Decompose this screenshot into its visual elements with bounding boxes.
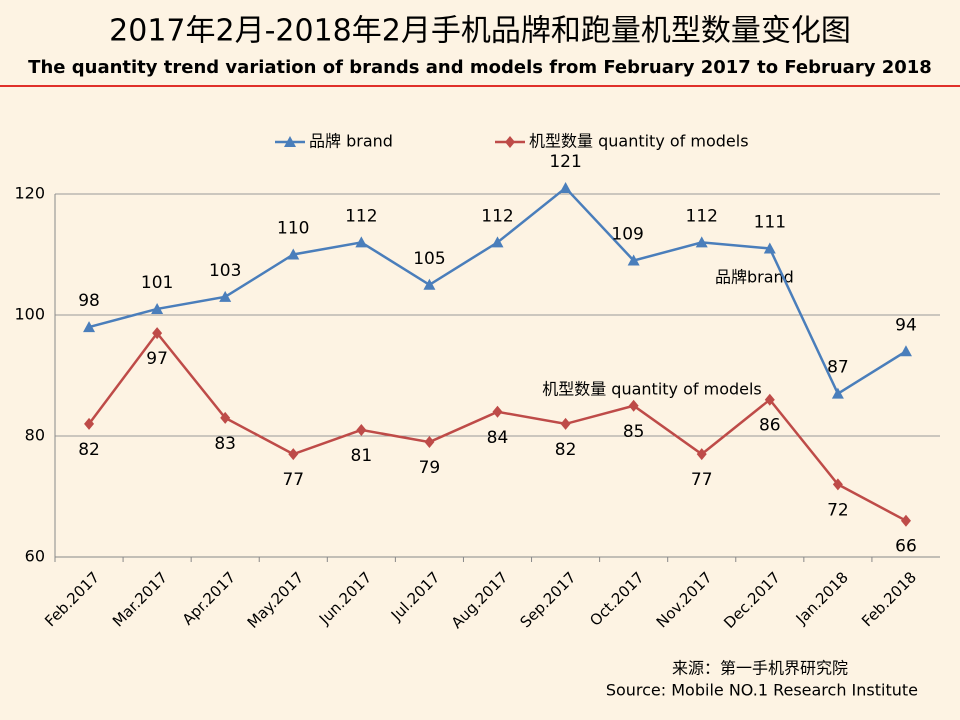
point <box>152 327 163 340</box>
point <box>220 411 231 424</box>
data-label: 83 <box>214 434 236 454</box>
point <box>900 514 911 527</box>
data-label: 87 <box>827 358 849 378</box>
point <box>83 321 96 333</box>
point <box>356 423 367 436</box>
point <box>151 302 164 314</box>
legend-label: 机型数量 quantity of models <box>529 132 749 151</box>
chart-title: 2017年2月-2018年2月手机品牌和跑量机型数量变化图 <box>109 14 851 49</box>
data-label: 101 <box>141 273 173 293</box>
chart-subtitle: The quantity trend variation of brands a… <box>28 57 932 78</box>
point <box>764 393 775 406</box>
data-label: 77 <box>691 470 713 490</box>
data-label: 81 <box>351 446 373 466</box>
source: Source: Mobile NO.1 Research Institute <box>606 681 918 700</box>
data-label: 110 <box>277 219 309 239</box>
point <box>559 181 572 193</box>
data-label: 82 <box>78 440 100 460</box>
data-label: 79 <box>419 458 441 478</box>
data-label: 94 <box>895 315 917 335</box>
y-tick-label: 120 <box>14 184 45 203</box>
data-label: 105 <box>413 249 445 269</box>
data-label: 85 <box>623 422 645 442</box>
data-label: 109 <box>611 225 643 245</box>
point <box>832 478 843 491</box>
annotation: 品牌brand <box>715 268 794 287</box>
point <box>492 405 503 418</box>
point <box>219 290 232 302</box>
data-label: 82 <box>555 440 577 460</box>
point <box>491 236 504 248</box>
point <box>899 345 912 357</box>
point <box>355 236 368 248</box>
point <box>763 242 776 254</box>
annotation: 机型数量 quantity of models <box>542 380 762 399</box>
point <box>695 236 708 248</box>
data-label: 112 <box>481 206 513 226</box>
data-label: 72 <box>827 500 849 520</box>
point <box>284 136 296 147</box>
data-label: 97 <box>146 349 168 369</box>
point <box>696 448 707 461</box>
point <box>505 136 515 148</box>
data-label: 121 <box>549 152 581 172</box>
data-label: 112 <box>345 206 377 226</box>
legend-label: 品牌 brand <box>309 132 393 151</box>
point <box>627 254 640 266</box>
data-label: 84 <box>487 428 509 448</box>
data-label: 86 <box>759 416 781 436</box>
data-label: 111 <box>754 212 786 232</box>
data-label: 66 <box>895 537 917 557</box>
data-label: 112 <box>686 206 718 226</box>
point <box>424 436 435 449</box>
data-label: 77 <box>282 470 304 490</box>
point <box>831 387 844 399</box>
point <box>628 399 639 412</box>
y-tick-label: 80 <box>25 426 45 445</box>
point <box>288 448 299 461</box>
point <box>287 248 300 260</box>
data-label: 103 <box>209 261 241 281</box>
y-tick-label: 60 <box>25 547 45 566</box>
data-label: 98 <box>78 291 100 311</box>
y-tick-label: 100 <box>14 305 45 324</box>
point <box>84 417 95 430</box>
point <box>560 417 571 430</box>
point <box>423 278 436 290</box>
source: 来源：第一手机界研究院 <box>672 659 848 678</box>
